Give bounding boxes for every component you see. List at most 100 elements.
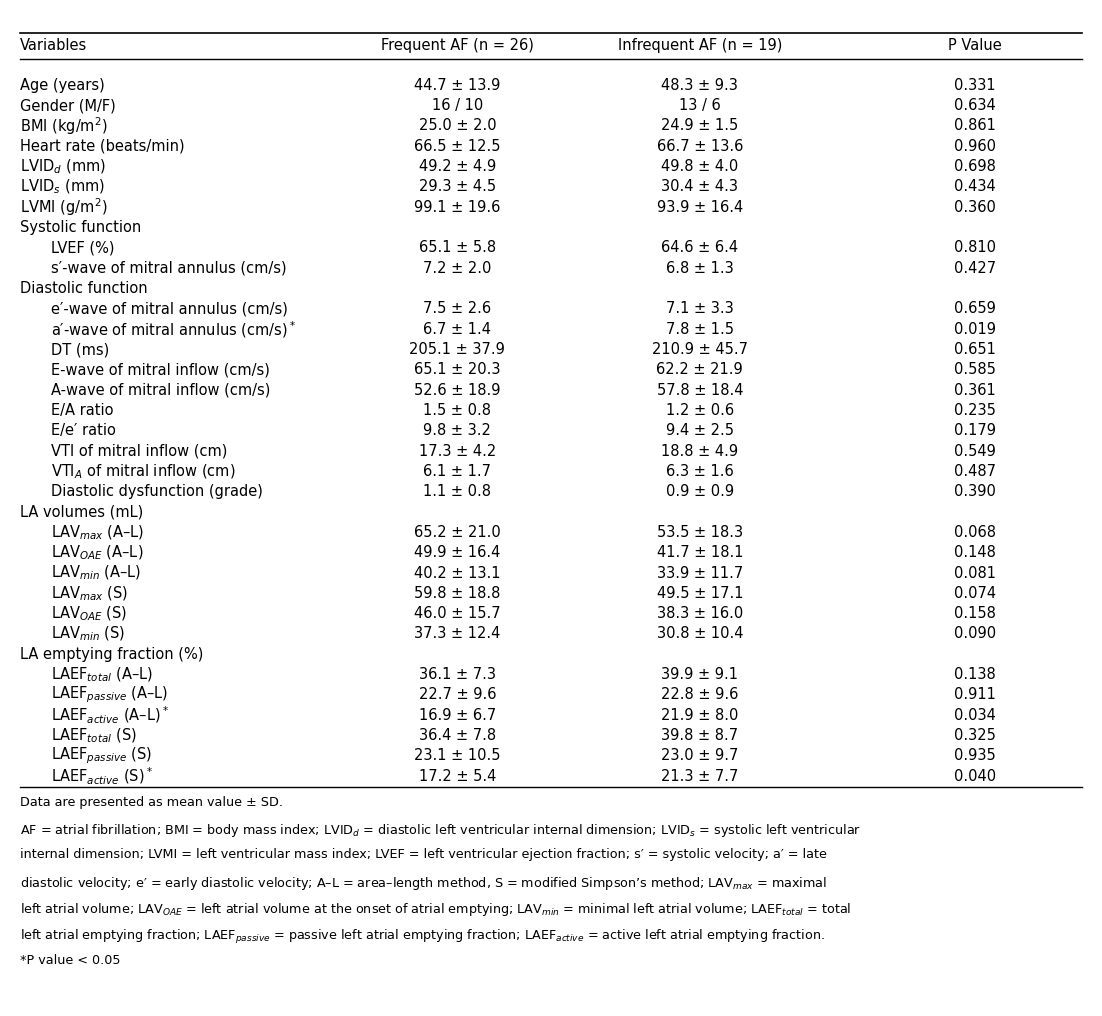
Text: 7.1 ± 3.3: 7.1 ± 3.3 — [666, 302, 734, 316]
Text: 0.698: 0.698 — [954, 160, 996, 174]
Text: 39.8 ± 8.7: 39.8 ± 8.7 — [661, 728, 738, 743]
Text: 0.659: 0.659 — [954, 302, 996, 316]
Text: LVEF (%): LVEF (%) — [51, 241, 115, 255]
Text: 49.5 ± 17.1: 49.5 ± 17.1 — [657, 586, 743, 600]
Text: 49.2 ± 4.9: 49.2 ± 4.9 — [419, 160, 496, 174]
Text: VTI$_A$ of mitral inflow (cm): VTI$_A$ of mitral inflow (cm) — [51, 462, 235, 481]
Text: 0.9 ± 0.9: 0.9 ± 0.9 — [666, 485, 734, 499]
Text: Diastolic dysfunction (grade): Diastolic dysfunction (grade) — [51, 485, 262, 499]
Text: left atrial emptying fraction; LAEF$_{passive}$ = passive left atrial emptying f: left atrial emptying fraction; LAEF$_{pa… — [20, 928, 824, 946]
Text: A-wave of mitral inflow (cm/s): A-wave of mitral inflow (cm/s) — [51, 383, 270, 397]
Text: 0.810: 0.810 — [954, 241, 996, 255]
Text: 0.487: 0.487 — [954, 464, 996, 479]
Text: 18.8 ± 4.9: 18.8 ± 4.9 — [661, 444, 738, 458]
Text: AF = atrial fibrillation; BMI = body mass index; LVID$_d$ = diastolic left ventr: AF = atrial fibrillation; BMI = body mas… — [20, 822, 861, 839]
Text: 0.325: 0.325 — [954, 728, 996, 743]
Text: 24.9 ± 1.5: 24.9 ± 1.5 — [661, 119, 738, 133]
Text: 9.8 ± 3.2: 9.8 ± 3.2 — [423, 424, 491, 438]
Text: 99.1 ± 19.6: 99.1 ± 19.6 — [414, 200, 500, 214]
Text: 44.7 ± 13.9: 44.7 ± 13.9 — [414, 78, 500, 92]
Text: 0.360: 0.360 — [954, 200, 996, 214]
Text: 13 / 6: 13 / 6 — [679, 99, 721, 113]
Text: 0.434: 0.434 — [954, 180, 996, 194]
Text: left atrial volume; LAV$_{OAE}$ = left atrial volume at the onset of atrial empt: left atrial volume; LAV$_{OAE}$ = left a… — [20, 901, 851, 918]
Text: VTI of mitral inflow (cm): VTI of mitral inflow (cm) — [51, 444, 227, 458]
Text: LAV$_{OAE}$ (S): LAV$_{OAE}$ (S) — [51, 605, 127, 623]
Text: LA volumes (mL): LA volumes (mL) — [20, 505, 143, 519]
Text: 0.549: 0.549 — [954, 444, 996, 458]
Text: 0.861: 0.861 — [954, 119, 996, 133]
Text: 22.7 ± 9.6: 22.7 ± 9.6 — [419, 688, 496, 702]
Text: 40.2 ± 13.1: 40.2 ± 13.1 — [414, 566, 500, 580]
Text: 23.0 ± 9.7: 23.0 ± 9.7 — [661, 749, 738, 763]
Text: LAEF$_{total}$ (A–L): LAEF$_{total}$ (A–L) — [51, 665, 153, 684]
Text: 21.3 ± 7.7: 21.3 ± 7.7 — [661, 769, 738, 783]
Text: 57.8 ± 18.4: 57.8 ± 18.4 — [657, 383, 743, 397]
Text: 21.9 ± 8.0: 21.9 ± 8.0 — [661, 708, 738, 722]
Text: 33.9 ± 11.7: 33.9 ± 11.7 — [657, 566, 743, 580]
Text: LAEF$_{passive}$ (A–L): LAEF$_{passive}$ (A–L) — [51, 685, 168, 705]
Text: 46.0 ± 15.7: 46.0 ± 15.7 — [414, 607, 500, 621]
Text: LAV$_{min}$ (A–L): LAV$_{min}$ (A–L) — [51, 564, 141, 582]
Text: 0.651: 0.651 — [954, 342, 996, 357]
Text: 30.4 ± 4.3: 30.4 ± 4.3 — [661, 180, 738, 194]
Text: 0.935: 0.935 — [954, 749, 996, 763]
Text: 7.8 ± 1.5: 7.8 ± 1.5 — [666, 322, 734, 336]
Text: 0.148: 0.148 — [954, 546, 996, 560]
Text: LAV$_{max}$ (A–L): LAV$_{max}$ (A–L) — [51, 523, 144, 542]
Text: LVID$_s$ (mm): LVID$_s$ (mm) — [20, 178, 105, 196]
Text: 22.8 ± 9.6: 22.8 ± 9.6 — [661, 688, 738, 702]
Text: 6.8 ± 1.3: 6.8 ± 1.3 — [666, 261, 734, 275]
Text: 16.9 ± 6.7: 16.9 ± 6.7 — [419, 708, 496, 722]
Text: 37.3 ± 12.4: 37.3 ± 12.4 — [414, 627, 500, 641]
Text: 30.8 ± 10.4: 30.8 ± 10.4 — [657, 627, 743, 641]
Text: 38.3 ± 16.0: 38.3 ± 16.0 — [657, 607, 743, 621]
Text: LVMI (g/m$^2$): LVMI (g/m$^2$) — [20, 196, 107, 218]
Text: E-wave of mitral inflow (cm/s): E-wave of mitral inflow (cm/s) — [51, 363, 270, 377]
Text: 0.361: 0.361 — [954, 383, 996, 397]
Text: 0.081: 0.081 — [954, 566, 996, 580]
Text: LA emptying fraction (%): LA emptying fraction (%) — [20, 647, 203, 661]
Text: 66.5 ± 12.5: 66.5 ± 12.5 — [414, 139, 500, 153]
Text: LAEF$_{active}$ (A–L)$^*$: LAEF$_{active}$ (A–L)$^*$ — [51, 705, 169, 725]
Text: LAV$_{max}$ (S): LAV$_{max}$ (S) — [51, 584, 128, 602]
Text: E/e′ ratio: E/e′ ratio — [51, 424, 116, 438]
Text: 39.9 ± 9.1: 39.9 ± 9.1 — [661, 668, 738, 682]
Text: 0.158: 0.158 — [954, 607, 996, 621]
Text: 0.090: 0.090 — [954, 627, 996, 641]
Text: 0.427: 0.427 — [954, 261, 996, 275]
Text: Heart rate (beats/min): Heart rate (beats/min) — [20, 139, 184, 153]
Text: internal dimension; LVMI = left ventricular mass index; LVEF = left ventricular : internal dimension; LVMI = left ventricu… — [20, 848, 826, 862]
Text: 6.7 ± 1.4: 6.7 ± 1.4 — [423, 322, 491, 336]
Text: 0.074: 0.074 — [954, 586, 996, 600]
Text: 7.2 ± 2.0: 7.2 ± 2.0 — [423, 261, 491, 275]
Text: 25.0 ± 2.0: 25.0 ± 2.0 — [419, 119, 496, 133]
Text: Gender (M/F): Gender (M/F) — [20, 99, 116, 113]
Text: 0.235: 0.235 — [954, 403, 996, 418]
Text: Infrequent AF (n = 19): Infrequent AF (n = 19) — [617, 39, 782, 53]
Text: BMI (kg/m$^2$): BMI (kg/m$^2$) — [20, 115, 108, 137]
Text: LAEF$_{total}$ (S): LAEF$_{total}$ (S) — [51, 726, 137, 745]
Text: 7.5 ± 2.6: 7.5 ± 2.6 — [423, 302, 491, 316]
Text: Systolic function: Systolic function — [20, 220, 141, 235]
Text: LAEF$_{passive}$ (S): LAEF$_{passive}$ (S) — [51, 746, 152, 766]
Text: 23.1 ± 10.5: 23.1 ± 10.5 — [414, 749, 500, 763]
Text: 49.8 ± 4.0: 49.8 ± 4.0 — [661, 160, 738, 174]
Text: 1.5 ± 0.8: 1.5 ± 0.8 — [423, 403, 491, 418]
Text: 1.1 ± 0.8: 1.1 ± 0.8 — [423, 485, 491, 499]
Text: 65.1 ± 20.3: 65.1 ± 20.3 — [414, 363, 500, 377]
Text: 16 / 10: 16 / 10 — [432, 99, 483, 113]
Text: 49.9 ± 16.4: 49.9 ± 16.4 — [414, 546, 500, 560]
Text: Diastolic function: Diastolic function — [20, 281, 148, 296]
Text: 0.960: 0.960 — [954, 139, 996, 153]
Text: 93.9 ± 16.4: 93.9 ± 16.4 — [657, 200, 743, 214]
Text: 53.5 ± 18.3: 53.5 ± 18.3 — [657, 525, 743, 539]
Text: 0.634: 0.634 — [954, 99, 996, 113]
Text: 0.138: 0.138 — [954, 668, 996, 682]
Text: Variables: Variables — [20, 39, 87, 53]
Text: 62.2 ± 21.9: 62.2 ± 21.9 — [657, 363, 743, 377]
Text: 64.6 ± 6.4: 64.6 ± 6.4 — [661, 241, 738, 255]
Text: diastolic velocity; e′ = early diastolic velocity; A–L = area–length method, S =: diastolic velocity; e′ = early diastolic… — [20, 875, 826, 892]
Text: DT (ms): DT (ms) — [51, 342, 109, 357]
Text: LAV$_{min}$ (S): LAV$_{min}$ (S) — [51, 625, 125, 643]
